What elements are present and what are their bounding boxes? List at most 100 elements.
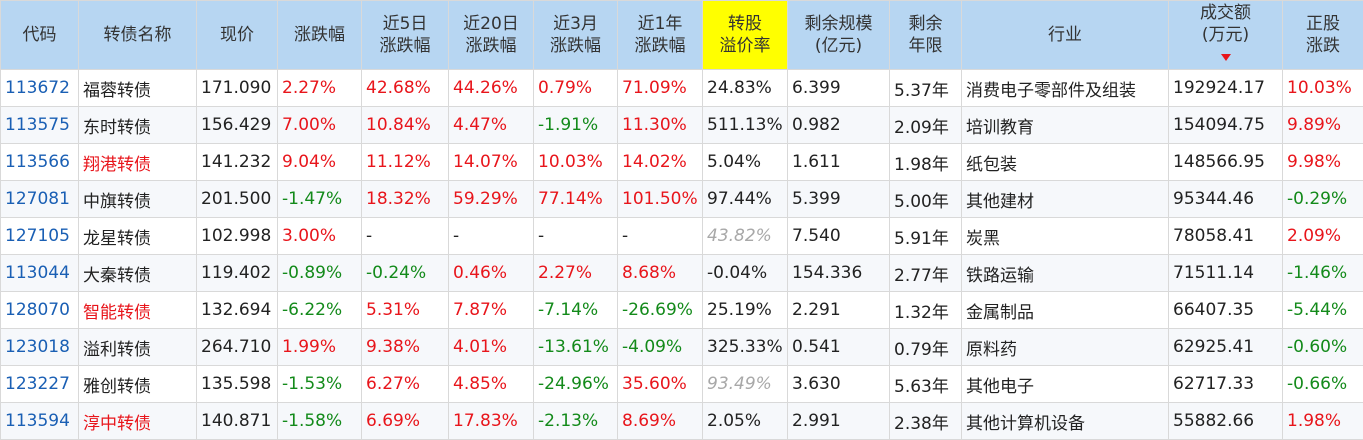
column-header-industry[interactable]: 行业 (962, 1, 1169, 70)
cell-remaining-scale: 3.630 (788, 366, 890, 403)
cell-bond-name[interactable]: 龙星转债 (79, 218, 197, 255)
cell-code[interactable]: 127081 (1, 181, 79, 218)
column-header-label: 近1年 (638, 14, 683, 34)
cell-change-20d: 14.07% (449, 144, 534, 181)
column-header-label: 剩余 (909, 14, 943, 34)
cell-code[interactable]: 127105 (1, 218, 79, 255)
cell-code[interactable]: 113044 (1, 255, 79, 292)
cell-change-1y: - (618, 218, 703, 255)
cell-change-20d: 4.85% (449, 366, 534, 403)
cell-industry: 其他建材 (962, 181, 1169, 218)
column-header-chg20[interactable]: 近20日涨跌幅 (449, 1, 534, 70)
cell-bond-name[interactable]: 大秦转债 (79, 255, 197, 292)
column-header-label: 涨跌 (1306, 36, 1340, 56)
cell-change-3m: 2.27% (534, 255, 618, 292)
column-header-label: 涨跌幅 (380, 36, 431, 56)
cell-change-3m: -1.91% (534, 107, 618, 144)
cell-change-3m: -13.61% (534, 329, 618, 366)
column-header-price[interactable]: 现价 (197, 1, 278, 70)
cell-bond-name[interactable]: 智能转债 (79, 292, 197, 329)
cell-change: -1.58% (278, 403, 362, 440)
cell-bond-name[interactable]: 雅创转债 (79, 366, 197, 403)
cell-change-3m: -7.14% (534, 292, 618, 329)
cell-premium: 43.82% (703, 218, 788, 255)
column-header-label: 涨跌幅 (550, 36, 601, 56)
cell-change-3m: - (534, 218, 618, 255)
cell-bond-name[interactable]: 翔港转债 (79, 144, 197, 181)
cell-change-1y: 71.09% (618, 70, 703, 107)
column-header-chg1y[interactable]: 近1年涨跌幅 (618, 1, 703, 70)
cell-bond-name[interactable]: 溢利转债 (79, 329, 197, 366)
column-header-label: 涨跌幅 (466, 36, 517, 56)
column-header-scale[interactable]: 剩余规模(亿元) (788, 1, 890, 70)
cell-change-20d: - (449, 218, 534, 255)
column-header-turnover[interactable]: 成交额(万元) (1169, 1, 1283, 70)
cell-remaining-scale: 5.399 (788, 181, 890, 218)
cell-remaining-scale: 2.291 (788, 292, 890, 329)
cell-premium: -0.04% (703, 255, 788, 292)
cell-change-5d: 6.69% (362, 403, 449, 440)
cell-change-3m: -24.96% (534, 366, 618, 403)
cell-remaining-scale: 6.399 (788, 70, 890, 107)
cell-price: 264.710 (197, 329, 278, 366)
column-header-chg3m[interactable]: 近3月涨跌幅 (534, 1, 618, 70)
cell-code[interactable]: 113594 (1, 403, 79, 440)
column-header-stock-chg[interactable]: 正股涨跌 (1283, 1, 1363, 70)
column-header-label: 涨跌幅 (294, 25, 345, 45)
column-header-label: 代码 (23, 25, 57, 45)
cell-bond-name[interactable]: 东时转债 (79, 107, 197, 144)
cell-stock-change: 2.09% (1283, 218, 1363, 255)
cell-turnover: 148566.95 (1169, 144, 1283, 181)
cell-remaining-years: 0.79年 (890, 329, 962, 366)
cell-price: 201.500 (197, 181, 278, 218)
column-header-chg[interactable]: 涨跌幅 (278, 1, 362, 70)
cell-code[interactable]: 123227 (1, 366, 79, 403)
cell-bond-name[interactable]: 中旗转债 (79, 181, 197, 218)
cell-code[interactable]: 123018 (1, 329, 79, 366)
sort-desc-icon[interactable] (1221, 54, 1231, 61)
cell-turnover: 192924.17 (1169, 70, 1283, 107)
cell-remaining-years: 5.00年 (890, 181, 962, 218)
cell-code[interactable]: 113566 (1, 144, 79, 181)
column-header-chg5[interactable]: 近5日涨跌幅 (362, 1, 449, 70)
column-header-code[interactable]: 代码 (1, 1, 79, 70)
cell-stock-change: -1.46% (1283, 255, 1363, 292)
cell-change: -1.53% (278, 366, 362, 403)
cell-price: 140.871 (197, 403, 278, 440)
cell-stock-change: 9.98% (1283, 144, 1363, 181)
column-header-name[interactable]: 转债名称 (79, 1, 197, 70)
column-header-label: 溢价率 (720, 36, 771, 56)
cell-price: 156.429 (197, 107, 278, 144)
cell-premium: 325.33% (703, 329, 788, 366)
cell-industry: 其他计算机设备 (962, 403, 1169, 440)
cell-remaining-years: 5.91年 (890, 218, 962, 255)
cell-turnover: 71511.14 (1169, 255, 1283, 292)
cell-premium: 5.04% (703, 144, 788, 181)
cell-bond-name[interactable]: 淳中转债 (79, 403, 197, 440)
column-header-premium[interactable]: 转股溢价率 (703, 1, 788, 70)
cell-code[interactable]: 113672 (1, 70, 79, 107)
cell-change-1y: 35.60% (618, 366, 703, 403)
cell-code[interactable]: 113575 (1, 107, 79, 144)
column-header-years[interactable]: 剩余年限 (890, 1, 962, 70)
cell-bond-name[interactable]: 福蓉转债 (79, 70, 197, 107)
cell-code[interactable]: 128070 (1, 292, 79, 329)
column-header-label: 正股 (1306, 14, 1340, 34)
cell-remaining-years: 1.32年 (890, 292, 962, 329)
cell-change-5d: 18.32% (362, 181, 449, 218)
cell-price: 132.694 (197, 292, 278, 329)
cell-turnover: 55882.66 (1169, 403, 1283, 440)
cell-change-1y: 8.69% (618, 403, 703, 440)
